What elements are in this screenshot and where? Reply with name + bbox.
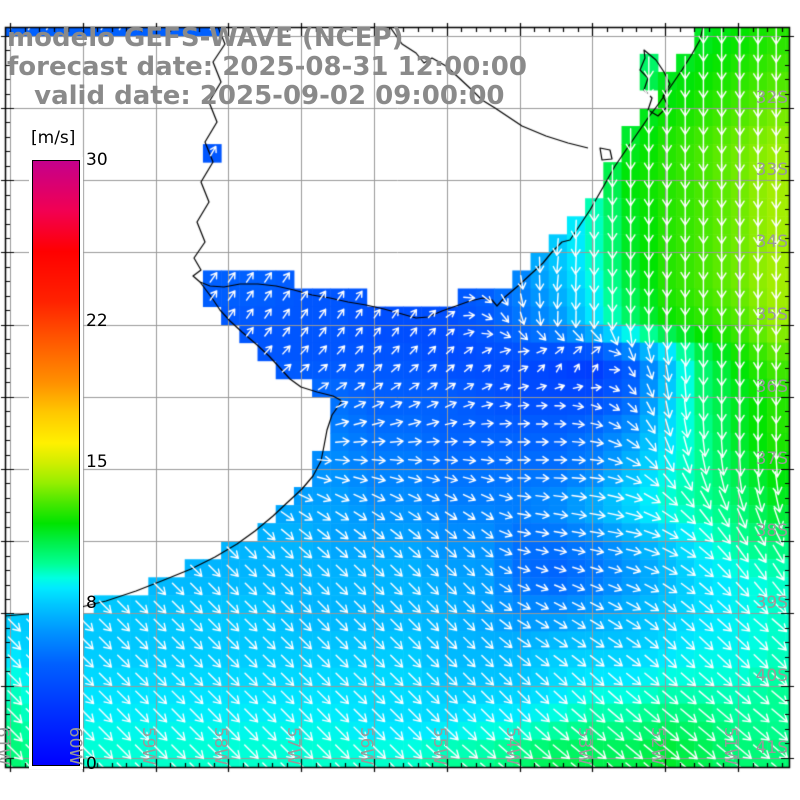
longitude-label: 54W: [501, 726, 522, 766]
longitude-label: 53W: [574, 726, 595, 766]
latitude-label: 38S: [755, 521, 788, 542]
longitude-label: 56W: [356, 726, 376, 766]
longitude-label: 61W: [0, 726, 12, 766]
latitude-label: 39S: [755, 593, 788, 614]
latitude-label: 40S: [755, 665, 788, 686]
longitude-label: 51W: [720, 726, 740, 766]
latitude-label: 41S: [755, 737, 788, 758]
map-title: modelo GEFS-WAVE (NCEP) forecast date: 20…: [7, 24, 527, 111]
latitude-label: 34S: [755, 232, 788, 253]
colorbar-tick-label: 22: [86, 311, 108, 332]
title-valid-date-line: valid date: 2025-09-02 09:00:00: [7, 81, 505, 111]
latitude-label: 37S: [755, 449, 788, 469]
latitude-label: 36S: [755, 376, 788, 397]
latitude-label: 35S: [755, 304, 788, 325]
colorbar-tick-label: 15: [86, 452, 108, 472]
colorbar-tick-label: 0: [86, 754, 97, 774]
colorbar-tick-label: 30: [86, 150, 108, 170]
longitude-label: 52W: [647, 726, 668, 766]
title-model-line: modelo GEFS-WAVE (NCEP): [7, 23, 404, 53]
title-forecast-date-line: forecast date: 2025-08-31 12:00:00: [7, 52, 527, 82]
latitude-label: 33S: [755, 160, 788, 181]
longitude-label: 59W: [137, 726, 158, 766]
longitude-label: 60W: [64, 726, 85, 766]
longitude-label: 57W: [283, 726, 304, 766]
latitude-label: 32S: [755, 88, 788, 108]
colorbar-gradient: [32, 160, 80, 766]
longitude-label: 58W: [210, 726, 231, 766]
colorbar-tick-label: 8: [86, 592, 97, 613]
longitude-label: 55W: [428, 726, 449, 766]
colorbar-unit-label: [m/s]: [31, 128, 76, 148]
